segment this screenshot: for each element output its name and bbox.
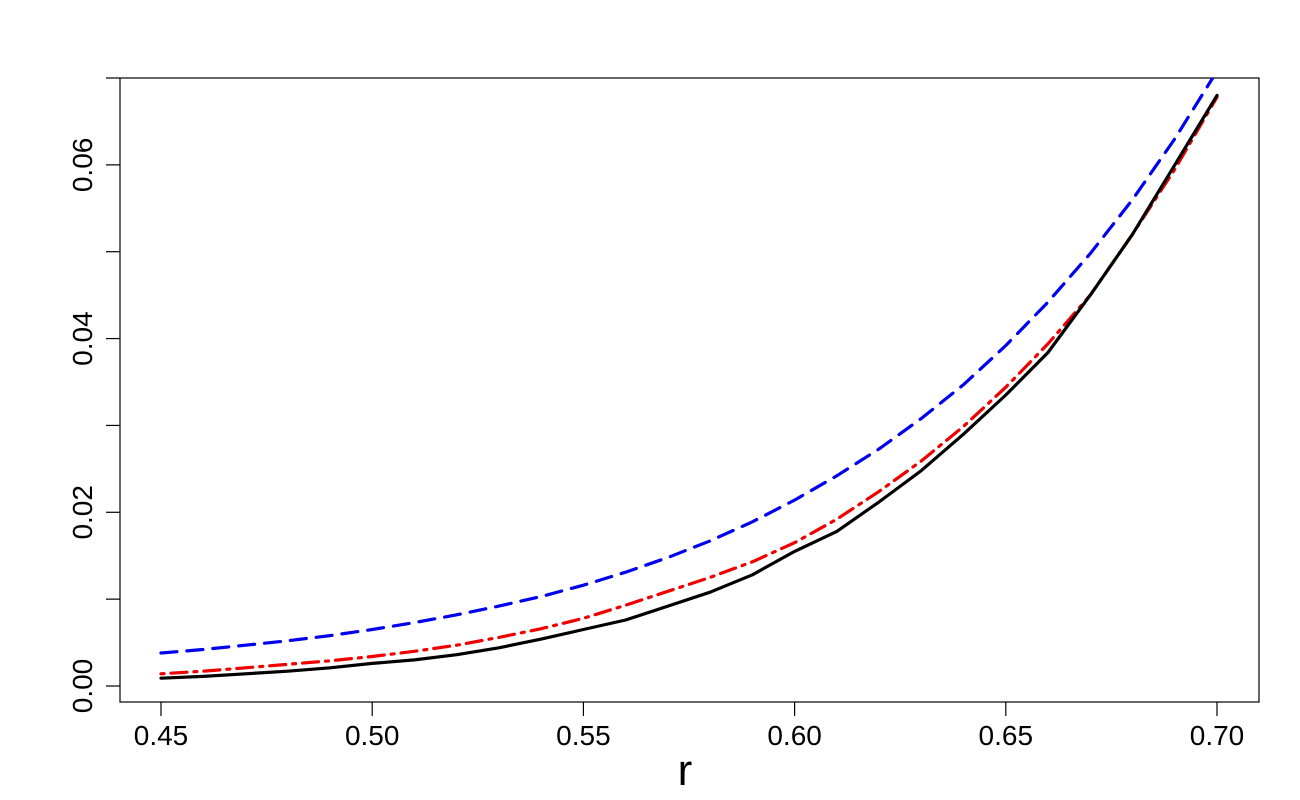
- x-tick-label: 0.60: [767, 720, 822, 751]
- y-axis: 0.00 0.02 0.04 0.06: [67, 77, 120, 714]
- series-line-1: [159, 78, 1215, 655]
- y-tick-label: 0.00: [67, 659, 98, 714]
- x-tick-label: 0.50: [345, 720, 400, 751]
- series-line-2: [159, 95, 1219, 676]
- y-tick-label: 0.06: [67, 138, 98, 193]
- plot-frame: [119, 77, 1260, 703]
- x-tick-label: 0.70: [1190, 720, 1245, 751]
- y-tick-label: 0.02: [67, 485, 98, 540]
- x-tick-label: 0.45: [134, 720, 189, 751]
- x-tick-label: 0.65: [979, 720, 1034, 751]
- x-axis: 0.45 0.50 0.55 0.60 0.65 0.70: [134, 702, 1245, 751]
- x-axis-title: r: [678, 746, 693, 795]
- series-layer: [159, 78, 1219, 680]
- series-line-3: [159, 93, 1219, 680]
- x-tick-label: 0.55: [556, 720, 611, 751]
- y-tick-label: 0.04: [67, 311, 98, 366]
